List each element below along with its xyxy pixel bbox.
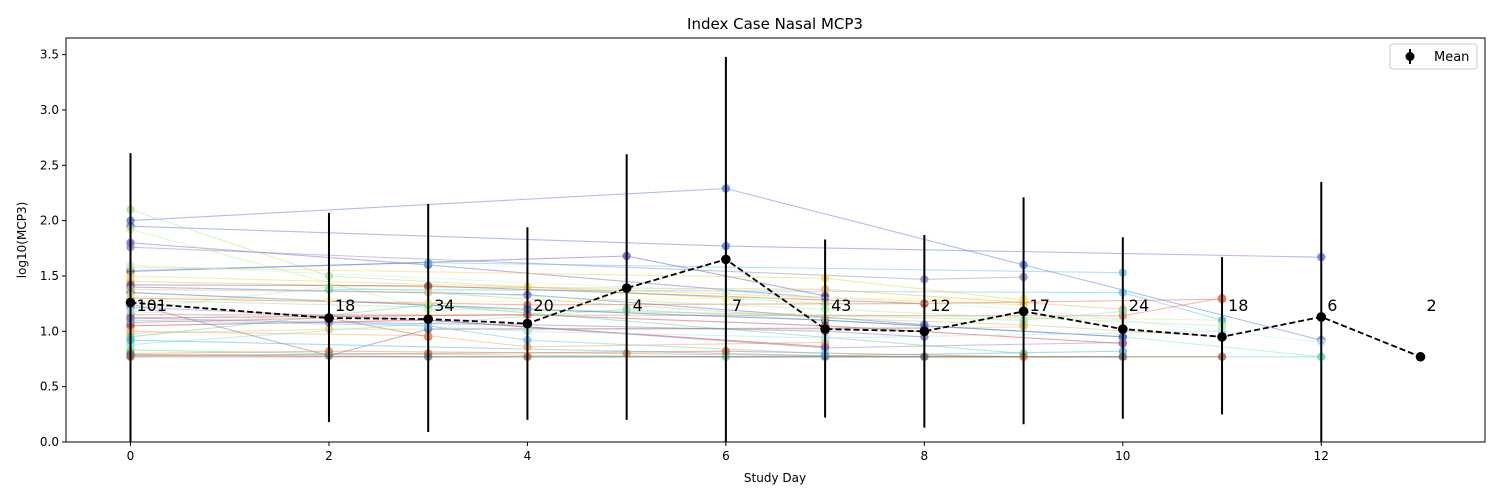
mean-point bbox=[522, 318, 533, 329]
legend-entry-mean: Mean bbox=[1434, 50, 1469, 65]
x-tick-label: 6 bbox=[722, 449, 730, 463]
mean-point bbox=[423, 314, 433, 324]
count-label: 18 bbox=[1228, 296, 1248, 315]
count-label: 24 bbox=[1129, 296, 1149, 315]
y-axis: 0.0 0.5 1.0 1.5 2.0 2.5 3.0 3.5 bbox=[40, 48, 66, 449]
count-label: 20 bbox=[533, 296, 553, 315]
count-label: 18 bbox=[335, 296, 355, 315]
x-axis-title: Study Day bbox=[744, 471, 806, 485]
y-tick-label: 2.0 bbox=[40, 214, 59, 228]
x-tick-label: 12 bbox=[1314, 449, 1329, 463]
count-labels-group: 101 18 34 20 4 7 43 12 17 24 18 6 2 bbox=[137, 296, 1437, 315]
mean-point bbox=[1316, 312, 1327, 322]
mean-point bbox=[125, 297, 136, 308]
mean-series-group bbox=[125, 56, 1426, 442]
plot-frame bbox=[65, 37, 1486, 443]
count-label: 101 bbox=[137, 296, 168, 315]
legend: Mean bbox=[1389, 43, 1478, 70]
y-tick-label: 0.0 bbox=[40, 435, 59, 449]
count-label: 17 bbox=[1030, 296, 1050, 315]
x-tick-label: 10 bbox=[1115, 449, 1130, 463]
count-label: 4 bbox=[633, 296, 643, 315]
individual-series-line bbox=[130, 350, 1024, 358]
count-label: 43 bbox=[831, 296, 851, 315]
mean-point bbox=[1018, 306, 1029, 317]
y-tick-label: 0.5 bbox=[40, 380, 59, 394]
x-tick-label: 0 bbox=[127, 449, 135, 463]
y-tick-label: 2.5 bbox=[40, 158, 59, 172]
individual-series-line bbox=[130, 330, 826, 348]
count-label: 34 bbox=[434, 296, 454, 315]
y-axis-title: log10(MCP3) bbox=[15, 202, 29, 279]
y-tick-label: 1.0 bbox=[40, 324, 59, 338]
x-axis: 0 2 4 6 8 10 12 bbox=[127, 442, 1329, 463]
y-tick-label: 3.0 bbox=[40, 103, 59, 117]
y-tick-label: 3.5 bbox=[40, 48, 59, 62]
mean-point bbox=[621, 283, 632, 293]
count-label: 7 bbox=[732, 296, 742, 315]
legend-mean-marker bbox=[1405, 52, 1415, 61]
x-tick-label: 4 bbox=[524, 449, 532, 463]
mean-point bbox=[820, 324, 830, 334]
chart-title: Index Case Nasal MCP3 bbox=[687, 15, 863, 33]
count-label: 12 bbox=[930, 296, 950, 315]
mean-point bbox=[919, 326, 930, 337]
x-tick-label: 8 bbox=[921, 449, 929, 463]
count-label: 6 bbox=[1327, 296, 1337, 315]
mean-point bbox=[324, 313, 334, 323]
count-label: 2 bbox=[1427, 296, 1437, 315]
individual-series-line bbox=[130, 303, 925, 357]
mean-point bbox=[1217, 332, 1227, 342]
x-tick-label: 2 bbox=[325, 449, 333, 463]
mean-point bbox=[721, 254, 731, 265]
mean-point bbox=[1415, 351, 1426, 362]
legend-box bbox=[1389, 43, 1478, 70]
y-tick-label: 1.5 bbox=[40, 269, 59, 283]
plot-area: 101 18 34 20 4 7 43 12 17 24 18 6 2 bbox=[125, 56, 1437, 442]
mean-point bbox=[1118, 324, 1128, 334]
individual-series-line bbox=[130, 319, 826, 355]
